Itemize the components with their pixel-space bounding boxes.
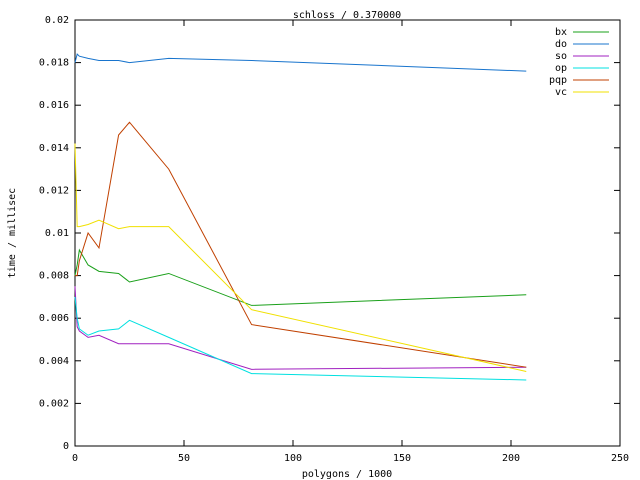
legend-label: so [555,51,567,62]
y-tick-label: 0.018 [39,58,69,69]
legend-label: pqp [549,75,567,86]
y-tick-label: 0.02 [45,15,69,26]
y-tick-label: 0.01 [45,228,69,239]
y-tick-label: 0 [63,441,69,452]
series-line [74,296,527,381]
chart-title: schloss / 0.370000 [293,10,401,21]
x-axis-label: polygons / 1000 [302,469,392,480]
series-line [74,53,527,72]
x-tick-label: 0 [72,453,78,464]
y-tick-label: 0.008 [39,271,69,282]
x-tick-label: 150 [393,453,411,464]
x-tick-label: 50 [178,453,190,464]
x-tick-label: 100 [284,453,302,464]
series-line [74,248,527,306]
y-tick-label: 0.004 [39,356,69,367]
legend-label: do [555,39,567,50]
series-line [75,121,527,368]
x-tick-label: 250 [611,453,629,464]
legend-label: op [555,63,567,74]
y-tick-label: 0.006 [39,313,69,324]
series-line [74,143,527,372]
legend-label: vc [555,87,567,98]
y-axis-label: time / millisec [7,188,18,278]
series-line [74,286,527,370]
plot-frame [74,19,621,447]
y-tick-label: 0.016 [39,100,69,111]
y-tick-label: 0.012 [39,185,69,196]
legend-label: bx [555,27,567,38]
y-tick-label: 0.002 [39,398,69,409]
x-tick-label: 200 [502,453,520,464]
y-tick-label: 0.014 [39,143,69,154]
